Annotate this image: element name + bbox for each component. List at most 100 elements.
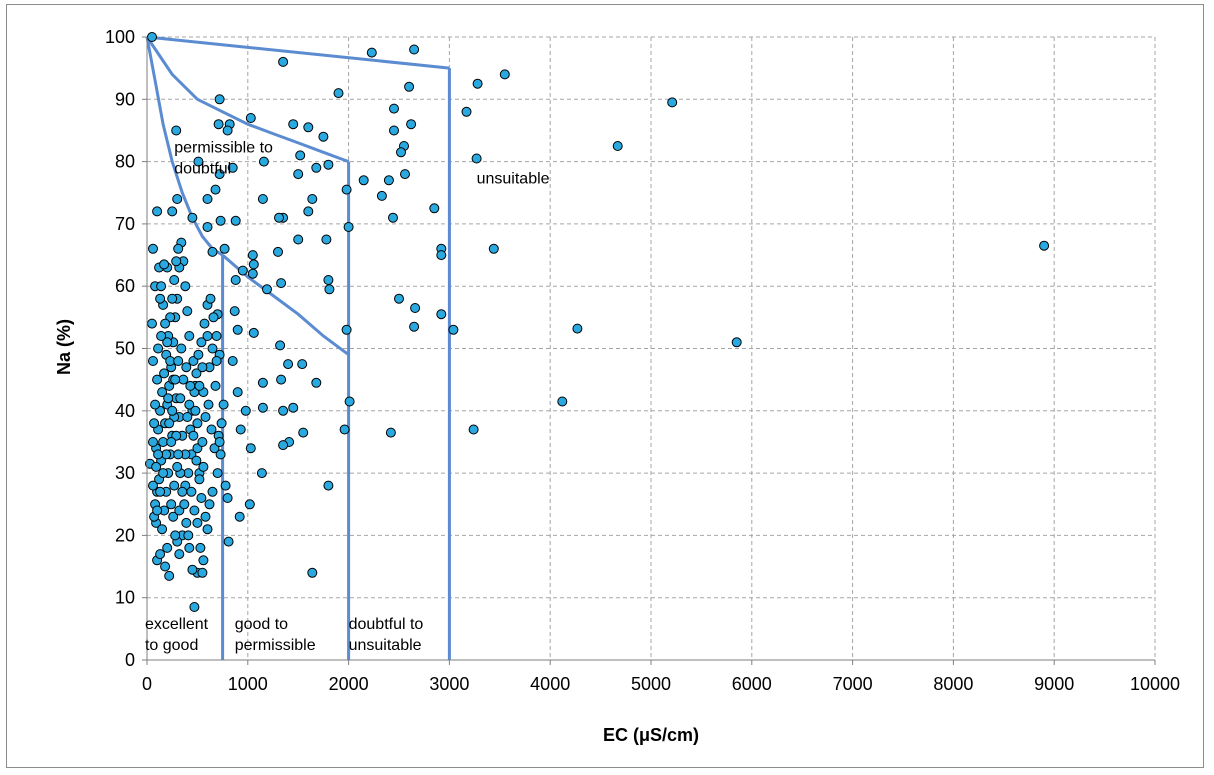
x-tick-label: 10000 xyxy=(1130,674,1180,694)
data-point xyxy=(195,542,206,553)
data-point xyxy=(202,331,213,341)
data-point xyxy=(275,340,286,351)
data-point xyxy=(152,505,163,516)
data-point xyxy=(436,250,447,261)
data-point xyxy=(248,259,259,270)
y-tick-label: 80 xyxy=(115,152,135,172)
data-point xyxy=(1039,240,1050,251)
data-point xyxy=(229,306,240,317)
x-tick-label: 6000 xyxy=(732,674,772,694)
data-point xyxy=(198,461,209,472)
data-point xyxy=(222,493,233,503)
data-point xyxy=(278,56,289,67)
data-point xyxy=(274,212,284,223)
y-tick-label: 30 xyxy=(115,463,135,483)
data-point xyxy=(376,190,387,201)
data-point xyxy=(210,184,221,195)
data-point xyxy=(202,194,213,204)
data-point xyxy=(389,125,399,136)
zone-label-line: permissible to xyxy=(174,139,273,156)
data-point xyxy=(181,517,192,528)
data-point xyxy=(152,374,163,385)
data-point xyxy=(148,243,158,254)
data-point xyxy=(169,480,180,491)
data-point xyxy=(388,212,398,223)
data-point xyxy=(207,343,218,354)
data-point xyxy=(237,265,248,276)
data-point xyxy=(163,393,174,404)
data-point xyxy=(276,278,287,289)
data-point xyxy=(149,418,160,429)
data-point xyxy=(232,387,243,398)
data-point xyxy=(258,156,269,167)
data-point xyxy=(230,215,241,226)
zone-label-doubtful: doubtful to unsuitable xyxy=(349,616,424,654)
x-tick-label: 2000 xyxy=(329,674,369,694)
data-point xyxy=(211,356,222,366)
data-point xyxy=(190,405,201,416)
data-point xyxy=(288,119,299,130)
data-point xyxy=(612,141,623,151)
x-tick-label: 1000 xyxy=(228,674,268,694)
x-tick-label: 9000 xyxy=(1034,674,1074,694)
chart-frame xyxy=(6,4,1204,768)
data-point xyxy=(295,150,306,161)
data-point xyxy=(288,402,299,413)
data-point xyxy=(200,511,211,522)
data-point xyxy=(206,424,217,435)
data-point xyxy=(157,387,168,398)
data-point xyxy=(153,449,164,460)
data-point xyxy=(197,437,208,447)
data-point xyxy=(278,440,289,451)
data-point xyxy=(214,169,225,180)
data-point xyxy=(222,125,233,136)
data-point xyxy=(247,250,258,261)
data-point xyxy=(339,424,350,435)
data-point xyxy=(205,293,216,304)
y-tick-label: 100 xyxy=(105,27,135,47)
data-point xyxy=(182,306,193,317)
data-point xyxy=(448,324,459,335)
data-point xyxy=(344,396,355,407)
data-point xyxy=(212,468,223,479)
data-point xyxy=(333,88,344,99)
data-point xyxy=(147,32,157,42)
data-point xyxy=(169,275,180,285)
data-point xyxy=(173,449,184,460)
data-point xyxy=(572,323,583,334)
data-point xyxy=(318,131,329,142)
data-point xyxy=(366,47,377,58)
data-point xyxy=(170,530,181,541)
data-point xyxy=(180,281,191,292)
data-point xyxy=(343,222,354,232)
data-point xyxy=(159,259,170,270)
data-point xyxy=(396,147,406,158)
data-point xyxy=(667,97,678,108)
data-point xyxy=(172,461,183,472)
data-point xyxy=(215,449,226,460)
data-point xyxy=(409,321,420,332)
zone-label-permissible: permissible to doubtful xyxy=(174,139,273,177)
data-point xyxy=(147,318,157,329)
data-point xyxy=(230,275,241,285)
data-point xyxy=(166,437,177,447)
data-point xyxy=(248,327,259,338)
data-point xyxy=(461,106,472,117)
data-point xyxy=(283,359,294,370)
data-point xyxy=(196,493,207,503)
data-point xyxy=(164,418,175,429)
zone-label-good: good to permissible xyxy=(235,616,316,654)
data-point xyxy=(358,175,369,186)
x-tick-label: 0 xyxy=(142,674,152,694)
data-point xyxy=(155,486,166,497)
data-point xyxy=(175,393,186,404)
data-point xyxy=(303,206,314,217)
data-point xyxy=(468,424,479,435)
data-point xyxy=(186,486,197,497)
data-point xyxy=(311,162,322,173)
data-point xyxy=(227,162,238,173)
zone-label-excellent: excellent to good xyxy=(145,616,209,654)
data-point xyxy=(232,324,243,335)
data-point xyxy=(383,175,394,186)
data-point xyxy=(731,337,742,348)
